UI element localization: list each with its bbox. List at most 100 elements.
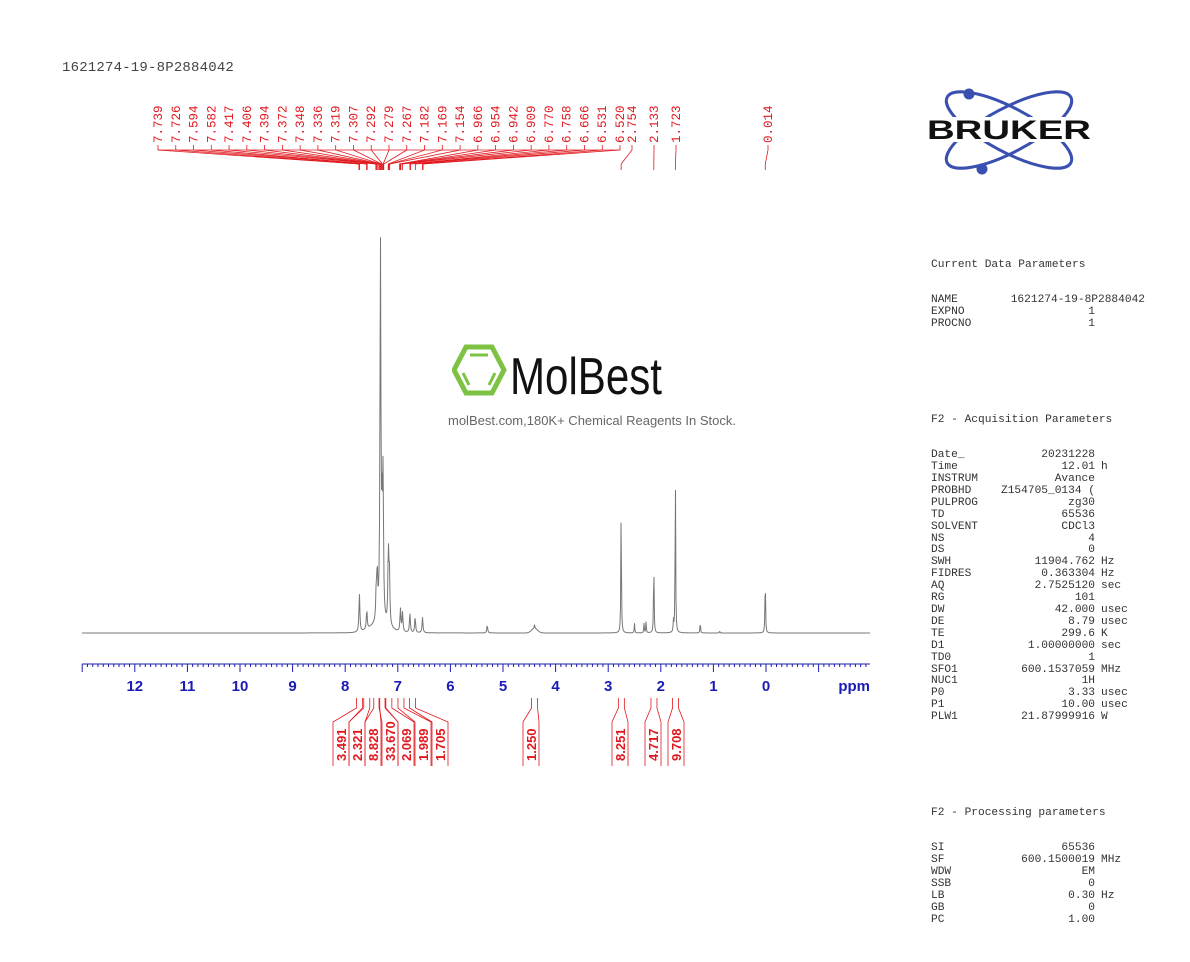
param-unit [1095, 307, 1101, 319]
param-value: Z154705_0134 ( [1001, 484, 1095, 497]
peak-shift-label: 6.966 [472, 105, 486, 143]
param-value: CDCl3 [1061, 520, 1095, 533]
param-unit: MHz [1101, 663, 1122, 676]
x-tick-label: 11 [179, 678, 195, 695]
peak-shift-label: 6.520 [614, 105, 628, 143]
param-unit: usec [1101, 604, 1128, 616]
param-unit [1095, 903, 1101, 915]
param-key: GB [931, 901, 945, 914]
integral-value: 2.321 [350, 728, 365, 761]
peak-shift-label: 7.182 [419, 105, 433, 143]
peak-shift-label: 6.770 [543, 105, 557, 143]
param-row: PC 1.00 [931, 913, 1151, 927]
x-tick-label: 12 [126, 678, 143, 695]
current-params-section: Current Data Parameters NAME 1621274-19-8… [931, 236, 1151, 355]
param-key: NS [931, 532, 945, 545]
param-key: SF [931, 854, 945, 867]
param-key: PULPROG [931, 496, 978, 509]
param-unit [1095, 653, 1101, 665]
param-unit: usec [1101, 615, 1128, 628]
x-tick-label: 2 [657, 678, 665, 695]
param-unit [1095, 319, 1101, 331]
param-row: SSB 0 [931, 878, 1151, 891]
acquisition-parameters-panel: Current Data Parameters NAME 1621274-19-8… [931, 212, 1151, 962]
param-row: P0 3.33 usec [931, 687, 1151, 700]
param-row: SI 65536 [931, 842, 1151, 855]
param-value: 1.00000000 [1027, 639, 1095, 652]
param-key: FIDRES [931, 568, 972, 581]
integral-value: 4.717 [646, 728, 661, 761]
integral-value: 33.670 [383, 721, 398, 761]
peak-labels: 7.739 7.726 7.594 7.582 7.417 7.406 7.394 7.372… [152, 105, 776, 170]
param-value: 1621274-19-8P2884042 [1010, 294, 1145, 307]
integral-value: 9.708 [669, 728, 684, 761]
molbest-logo: MolBest [451, 343, 667, 406]
peak-shift-label: 2.754 [626, 105, 640, 143]
x-tick-label: 0 [762, 678, 770, 695]
param-value: 1.00 [1068, 913, 1095, 926]
param-unit [1095, 843, 1101, 855]
section-title: Current Data Parameters [931, 258, 1086, 271]
param-unit: Hz [1101, 889, 1115, 902]
integral-value: 1.989 [416, 728, 431, 761]
param-row: TD0 1 [931, 651, 1151, 665]
param-value: 3.33 [1068, 687, 1095, 700]
x-tick-label: 7 [394, 678, 402, 695]
param-unit [1095, 522, 1101, 534]
param-unit: sec [1101, 639, 1122, 652]
param-key: DE [931, 615, 945, 628]
peak-shift-label: 7.307 [347, 105, 361, 143]
param-key: P0 [931, 687, 945, 700]
peak-shift-label: 7.319 [330, 105, 344, 143]
param-value: 600.1537059 [1021, 663, 1095, 676]
x-tick-label: 9 [288, 678, 296, 695]
ppm-axis: 12 11 10 9 8 7 6 5 4 3 2 1 0 ppm [81, 663, 870, 695]
param-key: NUC1 [931, 675, 958, 688]
param-unit: h [1101, 461, 1108, 474]
peak-shift-label: 7.394 [259, 105, 273, 143]
processing-params-section: F2 - Processing parameters SI 65536 SF 600.… [931, 784, 1151, 951]
param-key: WDW [931, 866, 952, 879]
param-key: EXPNO [931, 306, 965, 319]
param-value: 1H [1081, 675, 1095, 688]
peak-shift-label: 6.666 [578, 105, 592, 143]
integral-value: 2.069 [399, 728, 414, 761]
atom-orbit-icon [944, 88, 1074, 175]
spectrum-trace [82, 237, 870, 634]
param-row: NAME 1621274-19-8P2884042 [931, 294, 1151, 307]
param-key: SOLVENT [931, 520, 978, 533]
nmr-spectrum-chart: 7.739 7.726 7.594 7.582 7.417 7.406 7.394 7.372… [81, 105, 870, 766]
param-unit [1145, 295, 1151, 307]
param-key: PC [931, 913, 945, 926]
param-row: SF 600.1500019 MHz [931, 854, 1151, 867]
x-tick-label: 5 [499, 678, 507, 695]
bruker-logo: BRUKER [924, 84, 1094, 181]
param-row: PLW1 21.87999916 W [931, 711, 1151, 724]
param-key: LB [931, 889, 945, 902]
param-unit [1095, 486, 1101, 498]
integral-value: 1.250 [524, 728, 539, 761]
param-value: 101 [1074, 592, 1095, 605]
param-key: INSTRUM [931, 473, 978, 486]
param-key: NAME [931, 294, 958, 307]
param-value: 1 [1088, 651, 1095, 664]
param-row: PROBHD Z154705_0134 ( [931, 484, 1151, 498]
x-tick-label: 8 [341, 678, 349, 695]
peak-shift-label: 6.531 [596, 105, 610, 143]
watermark-tagline: molBest.com,180K+ Chemical Reagents In S… [448, 413, 736, 428]
param-row: LB 0.30 Hz [931, 889, 1151, 903]
acquisition-params-section: F2 - Acquisition Parameters Date_ 2023122… [931, 391, 1151, 748]
integral-value: 8.828 [366, 728, 381, 761]
param-unit [1095, 534, 1101, 546]
param-value: 42.000 [1054, 604, 1095, 616]
param-unit [1095, 510, 1101, 522]
param-row: TD 65536 [931, 509, 1151, 522]
param-row: SFO1 600.1537059 MHz [931, 663, 1151, 677]
peak-shift-label: 2.133 [648, 105, 662, 143]
param-row: Time 12.01 h [931, 461, 1151, 474]
param-row: D1 1.00000000 sec [931, 639, 1151, 653]
param-row: SOLVENT CDCl3 [931, 520, 1151, 534]
param-key: DW [931, 604, 945, 616]
param-key: SI [931, 842, 945, 855]
param-value: EM [1081, 866, 1095, 879]
